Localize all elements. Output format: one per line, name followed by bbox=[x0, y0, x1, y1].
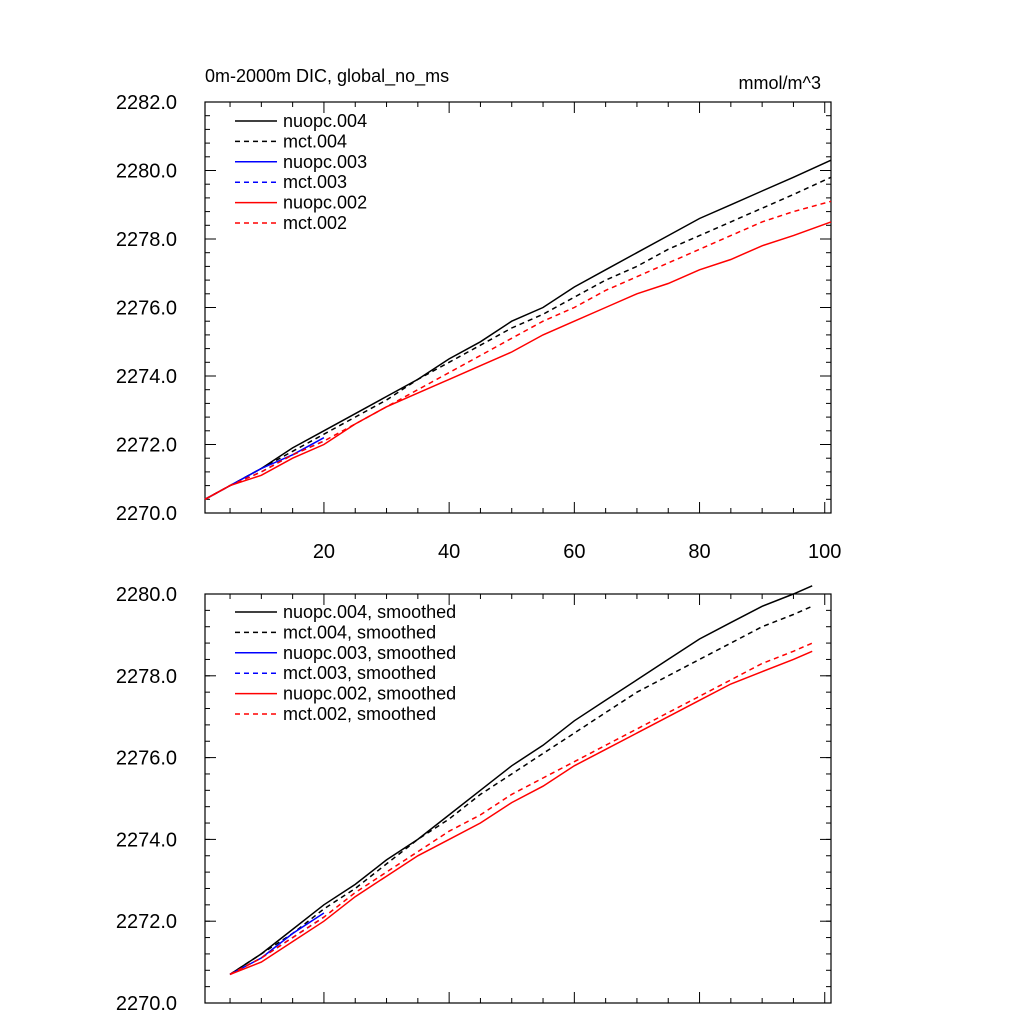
series-line-nuopc-004 bbox=[204, 159, 832, 500]
y-tick-label: 2272.0 bbox=[116, 435, 177, 457]
series-line-mct-002 bbox=[204, 200, 832, 500]
x-tick-label: 20 bbox=[313, 541, 335, 563]
y-tick-label: 2274.0 bbox=[116, 366, 177, 388]
chart-panel-1: 20 40 60 80 100 2270.0 2272.0 2274.0 2276.0 2278.… bbox=[116, 66, 842, 563]
x-tick-label: 80 bbox=[688, 541, 710, 563]
units-label: mmol/m^3 bbox=[739, 73, 821, 93]
legend-label: mct.003 bbox=[283, 172, 347, 192]
legend-label: mct.004 bbox=[283, 131, 347, 151]
legend-label: nuopc.003, smoothed bbox=[283, 643, 456, 663]
legend-label: mct.004, smoothed bbox=[283, 622, 436, 642]
legend-label: nuopc.002, smoothed bbox=[283, 684, 456, 704]
legend-label: nuopc.004, smoothed bbox=[283, 602, 456, 622]
series-line-nuopc-004-smoothed bbox=[229, 585, 813, 976]
series-line-mct-002-smoothed bbox=[229, 642, 813, 976]
y-tick-label: 2280.0 bbox=[116, 161, 177, 183]
chart-title: 0m-2000m DIC, global_no_ms bbox=[205, 66, 449, 87]
legend-label: nuopc.003 bbox=[283, 152, 367, 172]
legend-label: nuopc.004 bbox=[283, 111, 367, 131]
y-tick-label: 2274.0 bbox=[116, 829, 177, 851]
plot-frame bbox=[204, 593, 832, 1004]
y-tick-label: 2272.0 bbox=[116, 911, 177, 933]
legend-label: mct.002 bbox=[283, 213, 347, 233]
legend-label: mct.002, smoothed bbox=[283, 704, 436, 724]
chart-panel-2: 2270.0 2272.0 2274.0 2276.0 2278.0 2280.0 nuop… bbox=[116, 584, 832, 1015]
y-tick-label: 2278.0 bbox=[116, 229, 177, 251]
series-line-mct-004-smoothed bbox=[229, 605, 813, 976]
legend-label: mct.003, smoothed bbox=[283, 663, 436, 683]
series-line-mct-004 bbox=[204, 176, 832, 500]
y-tick-label: 2278.0 bbox=[116, 666, 177, 688]
y-tick-label: 2276.0 bbox=[116, 298, 177, 320]
x-tick-label: 40 bbox=[438, 541, 460, 563]
y-tick-label: 2280.0 bbox=[116, 584, 177, 606]
y-tick-label: 2270.0 bbox=[116, 993, 177, 1015]
x-tick-label: 60 bbox=[563, 541, 585, 563]
y-tick-label: 2270.0 bbox=[116, 503, 177, 525]
series-line-nuopc-002-smoothed bbox=[229, 650, 813, 976]
series-line-nuopc-002 bbox=[204, 221, 832, 500]
legend-label: nuopc.002 bbox=[283, 193, 367, 213]
x-tick-label: 100 bbox=[808, 541, 841, 563]
chart-legend: nuopc.004mct.004nuopc.003mct.003nuopc.00… bbox=[235, 111, 367, 233]
y-tick-label: 2282.0 bbox=[116, 92, 177, 114]
series-line-nuopc-003-smoothed bbox=[229, 912, 325, 976]
y-tick-label: 2276.0 bbox=[116, 748, 177, 770]
